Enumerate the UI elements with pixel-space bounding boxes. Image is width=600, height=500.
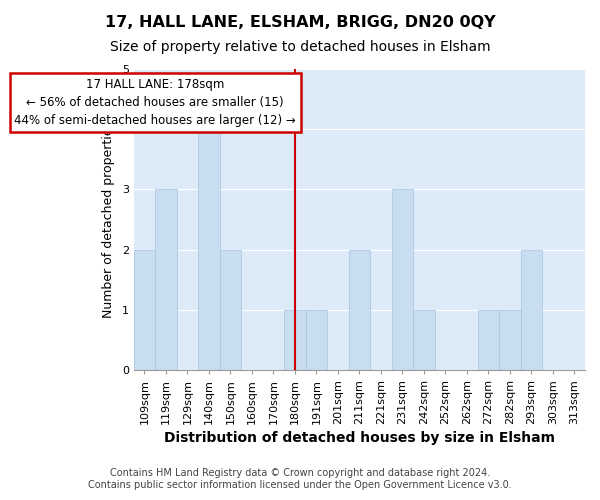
Bar [134, 250, 155, 370]
Bar [392, 190, 413, 370]
Text: Size of property relative to detached houses in Elsham: Size of property relative to detached ho… [110, 40, 490, 54]
Y-axis label: Number of detached properties: Number of detached properties [102, 121, 115, 318]
Bar [349, 250, 370, 370]
Bar [413, 310, 434, 370]
Bar [499, 310, 521, 370]
X-axis label: Distribution of detached houses by size in Elsham: Distribution of detached houses by size … [164, 431, 555, 445]
Bar [198, 129, 220, 370]
Bar [478, 310, 499, 370]
Bar [521, 250, 542, 370]
Text: 17, HALL LANE, ELSHAM, BRIGG, DN20 0QY: 17, HALL LANE, ELSHAM, BRIGG, DN20 0QY [104, 15, 496, 30]
Text: Contains HM Land Registry data © Crown copyright and database right 2024.
Contai: Contains HM Land Registry data © Crown c… [88, 468, 512, 490]
Bar [305, 310, 327, 370]
Bar [284, 310, 305, 370]
Text: 17 HALL LANE: 178sqm
← 56% of detached houses are smaller (15)
44% of semi-detac: 17 HALL LANE: 178sqm ← 56% of detached h… [14, 78, 296, 127]
Bar [155, 190, 177, 370]
Bar [220, 250, 241, 370]
